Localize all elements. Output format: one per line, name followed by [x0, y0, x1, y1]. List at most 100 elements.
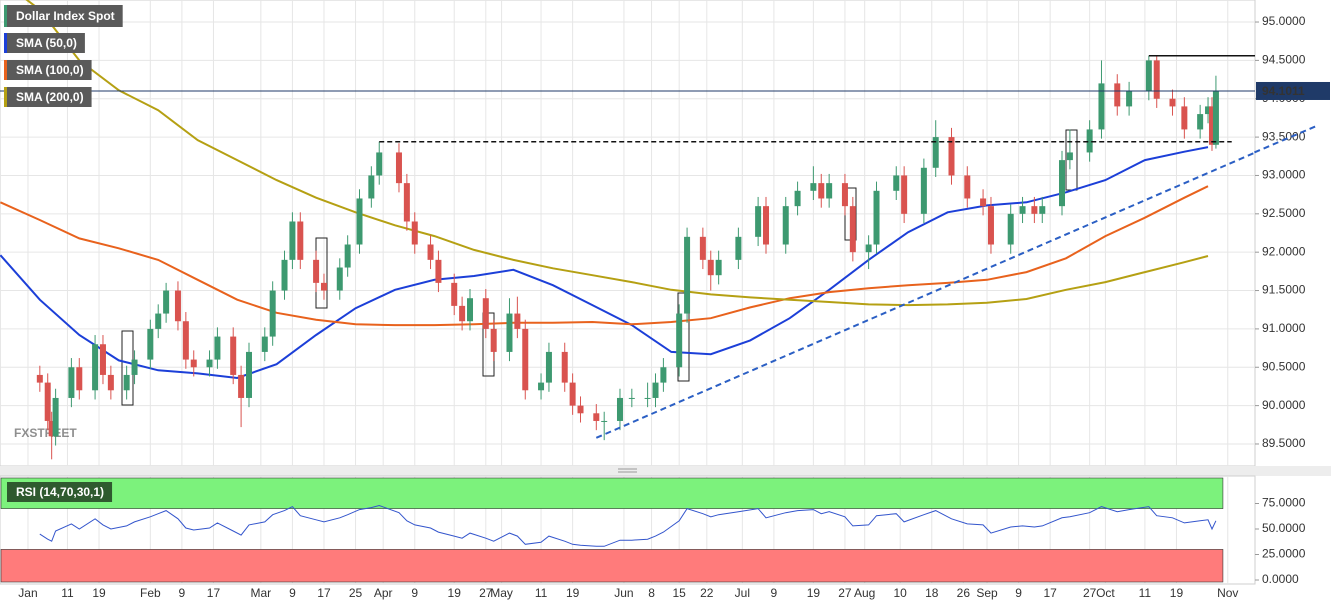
x-tick-label: 17: [207, 586, 221, 600]
candle-body: [435, 259, 442, 283]
candle-body: [545, 351, 552, 383]
y-tick-label: 93.5000: [1262, 129, 1306, 143]
candle-body: [901, 175, 908, 214]
candle-body: [506, 313, 513, 352]
y-tick-label: 92.5000: [1262, 206, 1306, 220]
x-tick-label: Nov: [1217, 586, 1238, 600]
candle-body: [593, 413, 600, 421]
rsi-plot: [0, 477, 1224, 583]
candle-body: [841, 183, 848, 207]
candle-body: [214, 336, 221, 360]
candle-body: [368, 175, 375, 199]
x-tick-label: 9: [1015, 586, 1022, 600]
x-tick-label: 19: [92, 586, 106, 600]
x-tick-label: 17: [317, 586, 331, 600]
candle-body: [427, 244, 434, 260]
legend-box[interactable]: [4, 60, 92, 80]
candle-body: [1086, 129, 1093, 153]
candle-body: [238, 374, 245, 398]
sma-line: [25, 0, 1209, 307]
candle-body: [163, 290, 170, 314]
candle-body: [411, 221, 418, 245]
x-tick-label: 9: [289, 586, 296, 600]
candle-body: [99, 344, 106, 375]
legend-label: SMA (200,0): [16, 90, 84, 104]
candle-body: [36, 374, 43, 383]
panel-divider[interactable]: [0, 466, 1331, 476]
x-tick-label: 10: [894, 586, 908, 600]
candle-body: [1066, 152, 1073, 161]
x-tick-label: 22: [700, 586, 714, 600]
candle-body: [707, 259, 714, 276]
candle-body: [190, 359, 197, 368]
legend-swatch: [4, 33, 7, 53]
candle-body: [245, 351, 252, 398]
candle-body: [849, 206, 856, 253]
legend-box[interactable]: [4, 87, 92, 107]
candle-body: [44, 382, 51, 421]
candle-body: [490, 328, 497, 352]
x-tick-label: 9: [771, 586, 778, 600]
x-tick-label: 19: [1170, 586, 1184, 600]
candle-body: [1212, 91, 1219, 145]
overbought-zone: [0, 477, 1224, 509]
legend-box[interactable]: [4, 33, 85, 53]
candle-body: [336, 267, 343, 291]
candle-body: [538, 382, 545, 391]
legend-label: SMA (50,0): [16, 36, 77, 50]
x-tick-label: 9: [411, 586, 418, 600]
legend-label: Dollar Index Spot: [16, 9, 115, 23]
x-tick-label: 11: [1139, 586, 1152, 600]
candle-body: [92, 344, 99, 391]
candle-body: [68, 367, 75, 398]
legend-label: SMA (100,0): [16, 63, 84, 77]
candle-body: [818, 183, 825, 199]
candle-body: [628, 397, 635, 399]
candle-body: [735, 236, 742, 260]
x-tick-label: Oct: [1096, 586, 1115, 600]
x-tick-label: Jun: [614, 586, 633, 600]
candle-body: [932, 137, 939, 168]
candle-body: [395, 152, 402, 184]
x-tick-label: 8: [648, 586, 655, 600]
candle-body: [1145, 60, 1152, 92]
legend-swatch: [4, 87, 7, 107]
candle-body: [76, 367, 83, 391]
candle-body: [948, 137, 955, 176]
legend-box[interactable]: [4, 5, 123, 27]
candle-body: [1205, 106, 1212, 115]
candle-body: [964, 175, 971, 199]
candle-body: [1114, 83, 1121, 107]
x-tick-label: 15: [673, 586, 687, 600]
x-tick-label: 27: [838, 586, 852, 600]
legend-label: RSI (14,70,30,1): [16, 485, 104, 499]
candle-body: [1197, 114, 1204, 130]
candle-body: [522, 328, 529, 391]
candle-body: [123, 374, 130, 391]
y-tick-label: 94.5000: [1262, 53, 1306, 67]
candle-body: [569, 382, 576, 406]
candle-body: [48, 420, 55, 437]
candle-body: [616, 397, 623, 421]
legend-box[interactable]: [4, 482, 113, 502]
candle-body: [810, 183, 817, 191]
candle-body: [873, 190, 880, 245]
candle-body: [1019, 206, 1026, 214]
y-tick-label: 95.0000: [1262, 14, 1306, 28]
x-tick-label: Jul: [735, 586, 750, 600]
candle-body: [893, 175, 900, 191]
y-tick-label: 90.0000: [1262, 398, 1306, 412]
candle-body: [1031, 206, 1038, 214]
candle-body: [313, 259, 320, 283]
x-tick-label: May: [490, 586, 513, 600]
x-tick-label: Aug: [854, 586, 875, 600]
candle-body: [1126, 91, 1133, 107]
y-tick-label: 0.0000: [1262, 572, 1299, 586]
candle-body: [684, 236, 691, 314]
candle-body: [577, 405, 584, 414]
candle-body: [376, 152, 383, 176]
candle-body: [155, 313, 162, 329]
candle-body: [561, 351, 568, 383]
y-tick-label: 93.0000: [1262, 168, 1306, 182]
